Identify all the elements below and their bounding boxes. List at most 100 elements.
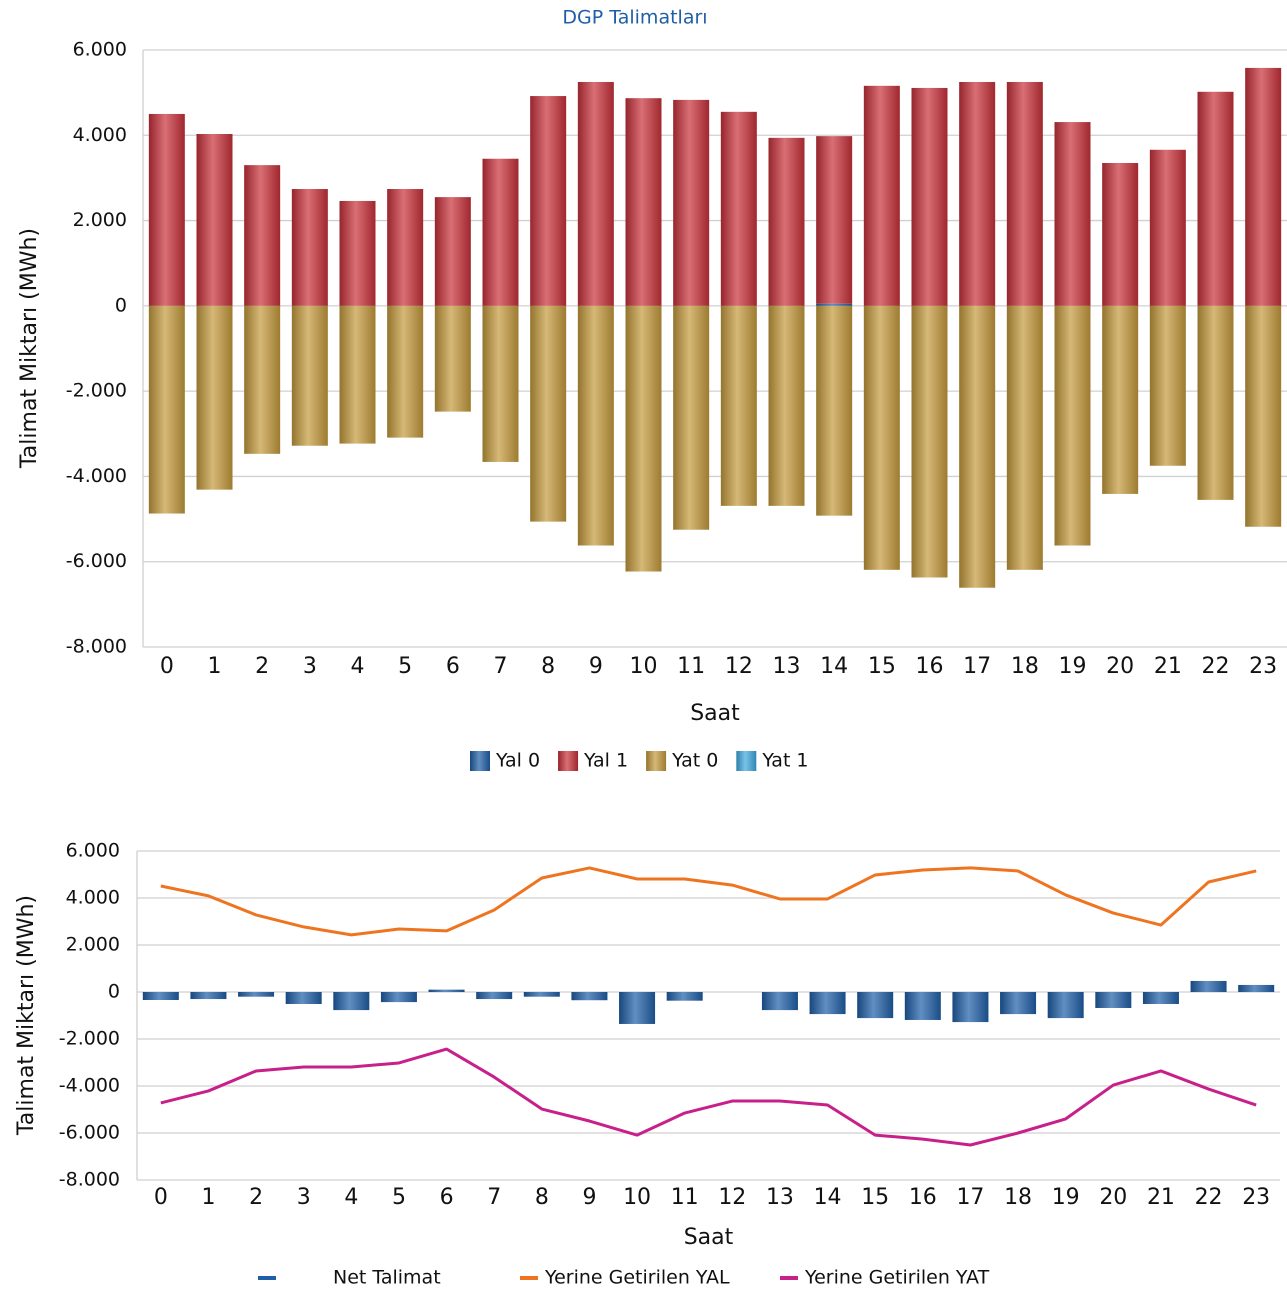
bar <box>1095 992 1132 1008</box>
bar <box>285 992 322 1004</box>
bar <box>673 99 710 306</box>
bar <box>911 305 948 578</box>
x-tick-label: 14 <box>814 1185 842 1210</box>
bar <box>387 189 424 306</box>
bar <box>523 992 560 997</box>
line <box>160 866 1257 937</box>
legend-label: Yerine Getirilen YAL <box>544 1267 730 1289</box>
y-axis-label: Talimat Miktarı (MWh) <box>17 228 42 469</box>
bar <box>148 305 185 514</box>
bar <box>1245 67 1282 306</box>
x-tick-label: 7 <box>494 654 508 679</box>
bar <box>1047 992 1084 1019</box>
x-tick-label: 21 <box>1154 654 1182 679</box>
y-tick-label: -2.000 <box>59 1028 120 1050</box>
bar <box>1006 81 1043 306</box>
bar <box>768 305 805 506</box>
bar <box>1054 122 1091 306</box>
legend-label: Yal 0 <box>495 750 540 772</box>
y-tick-label: 6.000 <box>73 39 127 61</box>
bar <box>959 305 996 588</box>
bar <box>959 81 996 306</box>
bar <box>816 136 853 304</box>
bar <box>1142 992 1179 1004</box>
bar <box>238 992 275 997</box>
bar <box>1102 305 1139 494</box>
x-tick-label: 23 <box>1249 654 1277 679</box>
bar <box>1149 149 1186 306</box>
bar <box>1197 305 1234 500</box>
bar <box>339 305 376 444</box>
x-tick-label: 3 <box>303 654 317 679</box>
bar <box>244 165 281 306</box>
x-tick-label: 5 <box>392 1185 406 1210</box>
x-axis-label: Saat <box>690 701 740 726</box>
bar <box>476 992 513 1000</box>
y-tick-label: -2.000 <box>66 380 127 402</box>
bar <box>333 992 370 1011</box>
y-tick-label: -8.000 <box>66 636 127 658</box>
bar <box>196 134 233 306</box>
y-tick-label: -6.000 <box>66 550 127 572</box>
y-tick-label: -4.000 <box>59 1075 120 1097</box>
bar <box>1102 163 1139 306</box>
y-tick-label: -8.000 <box>59 1169 120 1191</box>
x-tick-label: 17 <box>963 654 991 679</box>
x-tick-label: 12 <box>718 1185 746 1210</box>
y-tick-label: 4.000 <box>66 887 120 909</box>
bar <box>244 305 281 454</box>
bar <box>625 305 662 572</box>
legend-label: Yat 1 <box>761 750 808 772</box>
x-axis-label: Saat <box>684 1225 734 1250</box>
x-tick-label: 0 <box>160 654 174 679</box>
legend-swatch <box>646 751 667 771</box>
bar <box>380 992 417 1003</box>
legend-swatch <box>558 751 579 771</box>
x-tick-label: 1 <box>201 1185 215 1210</box>
bar <box>857 992 894 1019</box>
x-tick-label: 6 <box>440 1185 454 1210</box>
bar <box>482 305 519 462</box>
bar <box>339 200 376 306</box>
x-tick-label: 11 <box>671 1185 699 1210</box>
bar <box>428 989 465 992</box>
bar <box>952 992 989 1023</box>
bar <box>291 305 328 446</box>
x-tick-label: 16 <box>909 1185 937 1210</box>
bar <box>904 992 941 1020</box>
bar <box>625 98 662 306</box>
x-tick-label: 10 <box>630 654 658 679</box>
x-tick-label: 19 <box>1052 1185 1080 1210</box>
legend-label: Yerine Getirilen YAT <box>804 1267 990 1289</box>
y-tick-label: -4.000 <box>66 465 127 487</box>
x-tick-label: 6 <box>446 654 460 679</box>
x-tick-label: 22 <box>1195 1185 1223 1210</box>
x-tick-label: 5 <box>398 654 412 679</box>
x-tick-label: 12 <box>725 654 753 679</box>
bar <box>1245 305 1282 527</box>
bar <box>1054 305 1091 546</box>
x-tick-label: 22 <box>1202 654 1230 679</box>
bar <box>816 303 853 306</box>
x-tick-label: 21 <box>1147 1185 1175 1210</box>
x-tick-label: 18 <box>1004 1185 1032 1210</box>
x-tick-label: 16 <box>916 654 944 679</box>
bar <box>863 85 900 306</box>
bar <box>761 992 798 1011</box>
x-tick-label: 4 <box>351 654 365 679</box>
y-tick-label: 2.000 <box>66 934 120 956</box>
bar <box>148 113 185 306</box>
x-tick-label: 13 <box>766 1185 794 1210</box>
chart-title: DGP Talimatları <box>562 7 707 29</box>
bar <box>809 992 846 1015</box>
bar <box>142 992 179 1000</box>
bar <box>190 992 227 1000</box>
x-tick-label: 8 <box>535 1185 549 1210</box>
x-tick-label: 20 <box>1099 1185 1127 1210</box>
x-tick-label: 0 <box>154 1185 168 1210</box>
bar <box>1238 984 1275 992</box>
x-tick-label: 4 <box>344 1185 358 1210</box>
x-tick-label: 23 <box>1242 1185 1270 1210</box>
legend-swatch <box>736 751 757 771</box>
